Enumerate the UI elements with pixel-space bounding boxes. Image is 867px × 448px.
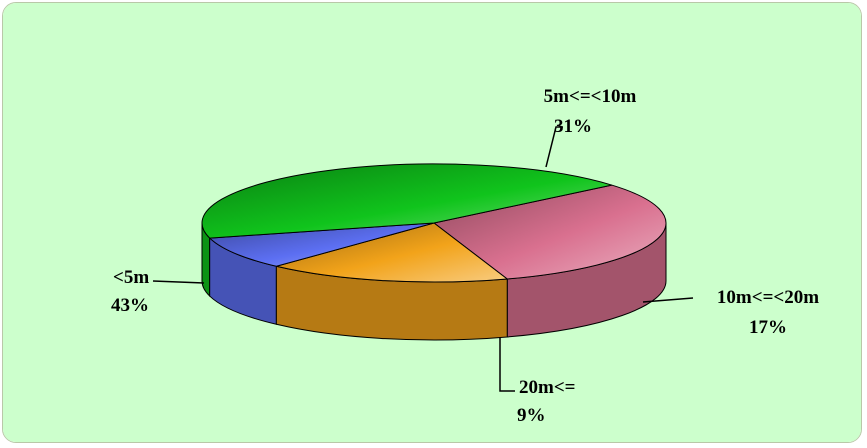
slice-label-5m-10m: 5m<=<10m (544, 86, 637, 107)
slice-top-5m (201, 163, 612, 239)
slice-percent-5m-10m: 31% (554, 116, 592, 137)
slice-percent-5m: 43% (111, 295, 149, 316)
leader-line-10m-20m (642, 297, 694, 303)
pie-chart: 5m<=<10m 31% 10m<=<20m 17% 20m<= 9% <5m … (3, 3, 861, 442)
slice-top-5m-10m (432, 184, 667, 280)
leader-line-5m-10m (545, 126, 563, 168)
leader-line-5m (152, 280, 205, 284)
slice-label-20m: 20m<= (519, 377, 575, 398)
slice-label-5m: <5m (113, 267, 149, 288)
slice-percent-20m: 9% (517, 405, 546, 426)
leader-line-20m (499, 337, 515, 392)
slice-percent-10m-20m: 17% (749, 317, 787, 338)
slice-top-10m-20m (276, 222, 509, 283)
chart-area: 5m<=<10m 31% 10m<=<20m 17% 20m<= 9% <5m … (2, 2, 862, 443)
slice-top-20m (208, 222, 435, 267)
slice-label-10m-20m: 10m<=<20m (717, 287, 819, 308)
